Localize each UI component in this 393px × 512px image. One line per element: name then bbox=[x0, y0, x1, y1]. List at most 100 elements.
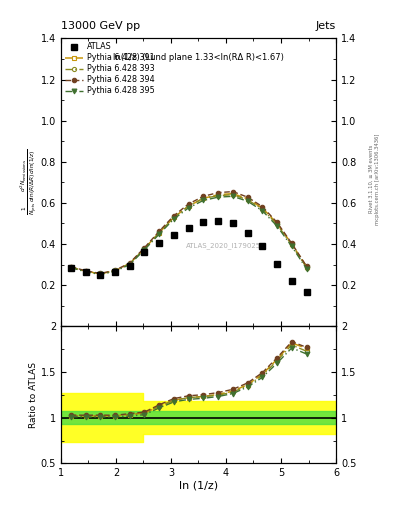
Bar bbox=[61, 411, 336, 424]
Pythia 6.428 391 bbox=[157, 230, 162, 236]
ATLAS bbox=[127, 263, 132, 269]
ATLAS bbox=[289, 278, 294, 284]
Line: ATLAS: ATLAS bbox=[68, 218, 310, 295]
Pythia 6.428 391 bbox=[98, 271, 103, 277]
Pythia 6.428 391 bbox=[304, 264, 309, 270]
Pythia 6.428 394 bbox=[112, 267, 117, 273]
Pythia 6.428 395 bbox=[157, 231, 162, 237]
Line: Pythia 6.428 391: Pythia 6.428 391 bbox=[69, 191, 309, 276]
Pythia 6.428 393 bbox=[275, 221, 279, 227]
Legend: ATLAS, Pythia 6.428 391, Pythia 6.428 393, Pythia 6.428 394, Pythia 6.428 395: ATLAS, Pythia 6.428 391, Pythia 6.428 39… bbox=[63, 41, 156, 97]
Text: 13000 GeV pp: 13000 GeV pp bbox=[61, 20, 140, 31]
Pythia 6.428 393 bbox=[157, 230, 162, 236]
Line: Pythia 6.428 394: Pythia 6.428 394 bbox=[68, 189, 309, 275]
Pythia 6.428 395 bbox=[304, 266, 309, 272]
Pythia 6.428 395 bbox=[260, 208, 265, 214]
Pythia 6.428 394 bbox=[275, 219, 279, 225]
ATLAS bbox=[68, 265, 73, 271]
Pythia 6.428 391 bbox=[112, 268, 117, 274]
Pythia 6.428 395 bbox=[68, 265, 73, 271]
ATLAS bbox=[245, 230, 250, 236]
Pythia 6.428 394 bbox=[98, 270, 103, 276]
Pythia 6.428 394 bbox=[216, 189, 220, 196]
Pythia 6.428 393 bbox=[186, 203, 191, 209]
Pythia 6.428 391 bbox=[83, 268, 88, 274]
Pythia 6.428 394 bbox=[172, 212, 176, 219]
Pythia 6.428 395 bbox=[112, 268, 117, 274]
Pythia 6.428 394 bbox=[127, 260, 132, 266]
Pythia 6.428 394 bbox=[68, 264, 73, 270]
X-axis label: ln (1/z): ln (1/z) bbox=[179, 481, 218, 491]
Pythia 6.428 395 bbox=[245, 198, 250, 204]
Pythia 6.428 395 bbox=[83, 269, 88, 275]
Pythia 6.428 391 bbox=[186, 203, 191, 209]
Pythia 6.428 394 bbox=[201, 193, 206, 199]
ATLAS bbox=[304, 289, 309, 295]
Pythia 6.428 393 bbox=[68, 264, 73, 270]
Pythia 6.428 394 bbox=[142, 245, 147, 251]
Pythia 6.428 393 bbox=[245, 197, 250, 203]
Pythia 6.428 394 bbox=[230, 188, 235, 195]
Pythia 6.428 393 bbox=[201, 195, 206, 201]
Pythia 6.428 395 bbox=[98, 271, 103, 278]
ATLAS bbox=[98, 272, 103, 278]
Pythia 6.428 391 bbox=[142, 245, 147, 251]
ATLAS bbox=[186, 224, 191, 230]
Pythia 6.428 391 bbox=[275, 220, 279, 226]
Pythia 6.428 395 bbox=[142, 247, 147, 253]
Line: Pythia 6.428 395: Pythia 6.428 395 bbox=[68, 194, 309, 277]
Pythia 6.428 393 bbox=[98, 271, 103, 277]
ATLAS bbox=[157, 240, 162, 246]
Pythia 6.428 395 bbox=[230, 193, 235, 199]
Text: Rivet 3.1.10, ≥ 3M events: Rivet 3.1.10, ≥ 3M events bbox=[369, 145, 374, 214]
Pythia 6.428 391 bbox=[201, 195, 206, 201]
Pythia 6.428 391 bbox=[230, 190, 235, 197]
Pythia 6.428 393 bbox=[127, 261, 132, 267]
Pythia 6.428 393 bbox=[172, 214, 176, 220]
ATLAS bbox=[201, 219, 206, 225]
Pythia 6.428 394 bbox=[260, 204, 265, 210]
Pythia 6.428 395 bbox=[172, 216, 176, 222]
Pythia 6.428 395 bbox=[216, 194, 220, 200]
ATLAS bbox=[275, 261, 279, 267]
Pythia 6.428 395 bbox=[289, 243, 294, 249]
Pythia 6.428 391 bbox=[127, 261, 132, 267]
Pythia 6.428 395 bbox=[201, 197, 206, 203]
Pythia 6.428 391 bbox=[172, 214, 176, 220]
Line: Pythia 6.428 393: Pythia 6.428 393 bbox=[69, 193, 309, 276]
ATLAS bbox=[83, 269, 88, 275]
Text: mcplots.cern.ch [arXiv:1306.3436]: mcplots.cern.ch [arXiv:1306.3436] bbox=[375, 134, 380, 225]
Pythia 6.428 393 bbox=[304, 265, 309, 271]
ATLAS bbox=[172, 232, 176, 238]
Pythia 6.428 393 bbox=[216, 193, 220, 199]
Pythia 6.428 395 bbox=[275, 223, 279, 229]
Pythia 6.428 393 bbox=[230, 191, 235, 198]
ATLAS bbox=[112, 269, 117, 275]
Text: ln(1/z) (Lund plane 1.33<ln(RΔ R)<1.67): ln(1/z) (Lund plane 1.33<ln(RΔ R)<1.67) bbox=[113, 53, 284, 62]
Pythia 6.428 391 bbox=[216, 191, 220, 198]
Pythia 6.428 391 bbox=[245, 196, 250, 202]
Pythia 6.428 394 bbox=[186, 201, 191, 207]
ATLAS bbox=[260, 243, 265, 249]
Pythia 6.428 395 bbox=[127, 262, 132, 268]
Pythia 6.428 393 bbox=[112, 268, 117, 274]
Pythia 6.428 394 bbox=[245, 194, 250, 200]
Pythia 6.428 391 bbox=[289, 241, 294, 247]
Pythia 6.428 394 bbox=[83, 268, 88, 274]
ATLAS bbox=[216, 218, 220, 224]
Pythia 6.428 394 bbox=[289, 240, 294, 246]
Pythia 6.428 393 bbox=[142, 245, 147, 251]
Pythia 6.428 394 bbox=[157, 228, 162, 234]
Pythia 6.428 393 bbox=[289, 242, 294, 248]
Y-axis label: Ratio to ATLAS: Ratio to ATLAS bbox=[29, 362, 38, 428]
Pythia 6.428 393 bbox=[83, 268, 88, 274]
ATLAS bbox=[142, 249, 147, 255]
Pythia 6.428 393 bbox=[260, 206, 265, 212]
ATLAS bbox=[230, 220, 235, 226]
Pythia 6.428 394 bbox=[304, 263, 309, 269]
Pythia 6.428 395 bbox=[186, 205, 191, 211]
Pythia 6.428 391 bbox=[260, 205, 265, 211]
Y-axis label: $\frac{1}{N_{\rm jets}}\frac{d^2 N_{\rm emissions}}{d\ln(R/\Delta R)\,d\ln(1/z)}: $\frac{1}{N_{\rm jets}}\frac{d^2 N_{\rm … bbox=[19, 150, 39, 216]
Text: Jets: Jets bbox=[316, 20, 336, 31]
Text: ATLAS_2020_I1790256: ATLAS_2020_I1790256 bbox=[186, 242, 266, 249]
